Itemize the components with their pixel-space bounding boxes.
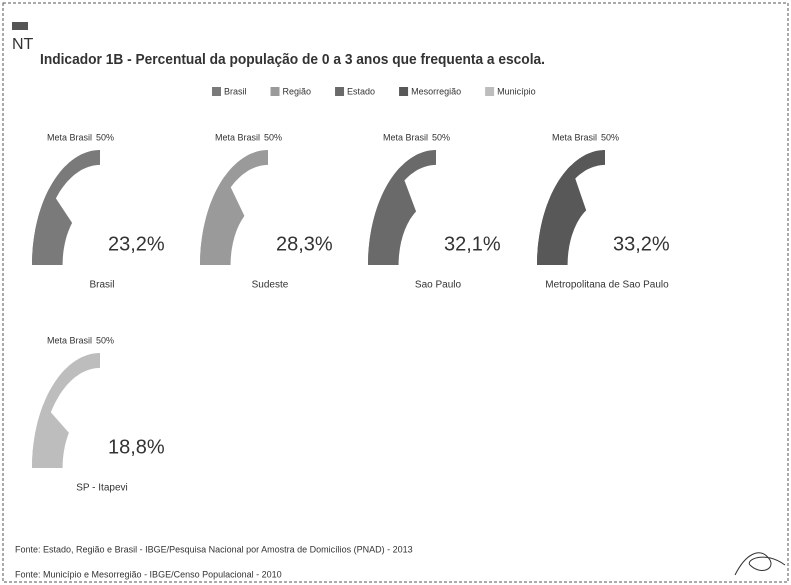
signature	[734, 552, 786, 576]
gauge-fill	[32, 404, 69, 468]
legend-label: Brasil	[224, 86, 247, 96]
target-value: 50%	[432, 132, 450, 142]
target-value: 50%	[96, 132, 114, 142]
legend-swatch	[485, 87, 495, 96]
icon	[12, 22, 28, 30]
target-label: Meta Brasil	[215, 132, 260, 142]
chart-title: Indicador 1B - Percentual da população d…	[40, 51, 545, 68]
legend-label: Mesorregião	[411, 86, 461, 96]
target-value: 50%	[264, 132, 282, 142]
target-label: Meta Brasil	[47, 335, 92, 345]
target-label: Meta Brasil	[383, 132, 428, 142]
header-code: NT	[12, 36, 34, 53]
gauge-name: Brasil	[89, 280, 114, 291]
gauge-name: SP - Itapevi	[76, 483, 128, 494]
target-value: 50%	[96, 335, 114, 345]
gauge-name: Sao Paulo	[415, 280, 462, 291]
gauge-fill	[32, 188, 73, 265]
source-note: Fonte: Município e Mesorregião - IBGE/Ce…	[15, 569, 282, 579]
gauge: Meta Brasil 50% 23,2% Brasil	[32, 132, 165, 291]
value-label: 23,2%	[108, 233, 165, 255]
legend-item: Mesorregião	[399, 86, 461, 96]
target-label: Meta Brasil	[47, 132, 92, 142]
legend-item: Município	[485, 86, 536, 96]
value-label: 32,1%	[444, 233, 501, 255]
value-label: 33,2%	[613, 233, 670, 255]
value-label: 28,3%	[276, 233, 333, 255]
legend-item: Região	[270, 86, 312, 96]
gauge: Meta Brasil 50% 33,2% Metropolitana de Sao …	[537, 132, 670, 291]
legend-swatch	[399, 87, 409, 96]
legend-swatch	[335, 87, 345, 96]
gauge: Meta Brasil 50% 28,3% Sudeste	[200, 132, 333, 291]
source-note: Fonte: Estado, Região e Brasil - IBGE/Pe…	[15, 544, 413, 554]
gauge-fill	[537, 165, 587, 265]
legend-item: Brasil	[212, 86, 247, 96]
legend-swatch	[212, 87, 221, 96]
legend-label: Região	[283, 86, 312, 96]
gauge: Meta Brasil 50% 18,8% SP - Itapevi	[32, 335, 165, 494]
legend-item: Estado	[335, 86, 375, 96]
legend-label: Município	[497, 86, 536, 96]
legend-swatch	[270, 87, 280, 96]
gauge-name: Sudeste	[252, 280, 289, 291]
target-label: Meta Brasil	[552, 132, 597, 142]
gauge-name: Metropolitana de Sao Paulo	[545, 280, 669, 291]
legend-label: Estado	[347, 86, 375, 96]
value-label: 18,8%	[108, 436, 165, 458]
gauge-fill	[368, 167, 417, 265]
gauge-fill	[200, 175, 245, 265]
gauge: Meta Brasil 50% 32,1% Sao Paulo	[368, 132, 501, 291]
target-value: 50%	[601, 132, 619, 142]
